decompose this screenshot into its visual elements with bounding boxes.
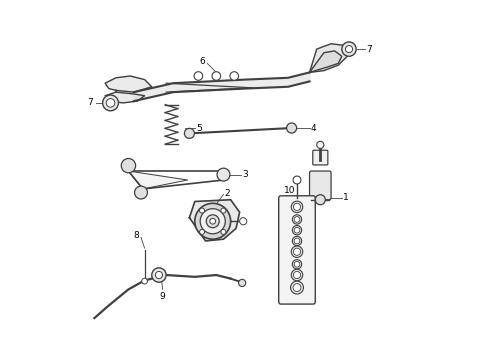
FancyBboxPatch shape [313,150,328,165]
Circle shape [293,284,301,292]
Polygon shape [310,44,353,72]
Circle shape [293,215,302,224]
Circle shape [152,268,166,282]
Circle shape [122,158,136,173]
Circle shape [199,229,205,234]
Circle shape [206,215,219,228]
Circle shape [221,229,226,234]
Circle shape [221,208,226,213]
Circle shape [294,271,300,279]
Circle shape [294,248,300,255]
Text: 5: 5 [196,123,201,132]
Circle shape [199,208,205,213]
Polygon shape [105,92,145,103]
Circle shape [195,203,231,239]
Text: 3: 3 [243,170,248,179]
Circle shape [240,218,247,225]
Text: 6: 6 [200,57,205,66]
Circle shape [294,227,300,233]
Polygon shape [310,51,342,72]
Polygon shape [128,171,188,189]
Circle shape [294,238,300,244]
Circle shape [291,281,303,294]
Circle shape [345,45,353,53]
Circle shape [212,72,220,80]
Circle shape [291,269,303,281]
Circle shape [102,95,119,111]
Text: 7: 7 [366,45,372,54]
Circle shape [317,141,324,148]
Circle shape [230,72,239,80]
Text: 4: 4 [311,123,316,132]
Circle shape [293,260,302,269]
Circle shape [210,219,216,224]
Text: 9: 9 [160,292,166,301]
Polygon shape [190,200,240,241]
FancyBboxPatch shape [310,171,331,200]
Text: 7: 7 [87,98,93,107]
Circle shape [315,195,325,205]
Circle shape [142,278,147,284]
Circle shape [217,168,230,181]
Circle shape [200,209,225,234]
Circle shape [291,201,303,213]
Polygon shape [105,76,152,92]
Circle shape [106,99,115,107]
FancyBboxPatch shape [279,196,315,304]
Circle shape [194,72,203,80]
Circle shape [294,203,300,211]
Text: 8: 8 [133,231,139,240]
Circle shape [342,42,356,56]
Circle shape [293,226,302,235]
Circle shape [155,271,163,279]
Circle shape [293,176,301,184]
Circle shape [184,129,195,138]
Circle shape [294,217,300,222]
Circle shape [291,246,303,257]
Circle shape [294,261,300,267]
Circle shape [135,186,147,199]
Circle shape [293,236,302,246]
Circle shape [287,123,296,133]
Text: 1: 1 [343,193,349,202]
Circle shape [239,279,245,287]
Text: 10: 10 [284,186,295,195]
Text: 2: 2 [224,189,230,198]
